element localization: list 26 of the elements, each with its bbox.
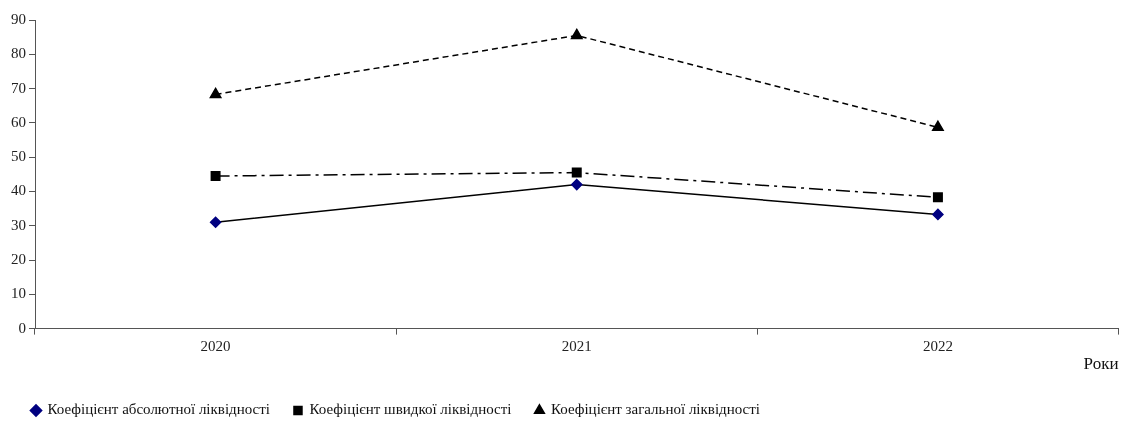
legend-label: Коефіцієнт абсолютної ліквідності [47, 401, 270, 418]
y-tick-label: 0 [18, 319, 26, 336]
y-tick-label: 70 [11, 79, 26, 96]
x-axis-title: Роки [1083, 354, 1119, 374]
y-tick-label: 40 [11, 182, 26, 199]
point [931, 120, 944, 132]
point [209, 216, 222, 229]
point [571, 178, 583, 191]
point [570, 28, 583, 40]
y-tick-label: 60 [11, 113, 26, 130]
x-tick-label: 2022 [922, 337, 953, 354]
y-tick-label: 10 [11, 285, 26, 302]
y-tick-label: 90 [11, 10, 26, 27]
legend-label: Коефіцієнт швидкої ліквідності [309, 401, 512, 418]
y-tick-label: 30 [11, 216, 26, 233]
y-tick-label: 80 [11, 45, 26, 62]
point [932, 208, 944, 221]
point [210, 171, 221, 182]
point [932, 192, 943, 203]
y-tick-label: 50 [11, 148, 26, 165]
x-tick-label: 2021 [561, 337, 592, 354]
y-tick-label: 20 [11, 250, 26, 267]
legend-label: Коефіцієнт загальної ліквідності [550, 401, 760, 418]
point [571, 167, 582, 178]
point [209, 87, 222, 99]
x-tick-label: 2020 [200, 337, 231, 354]
